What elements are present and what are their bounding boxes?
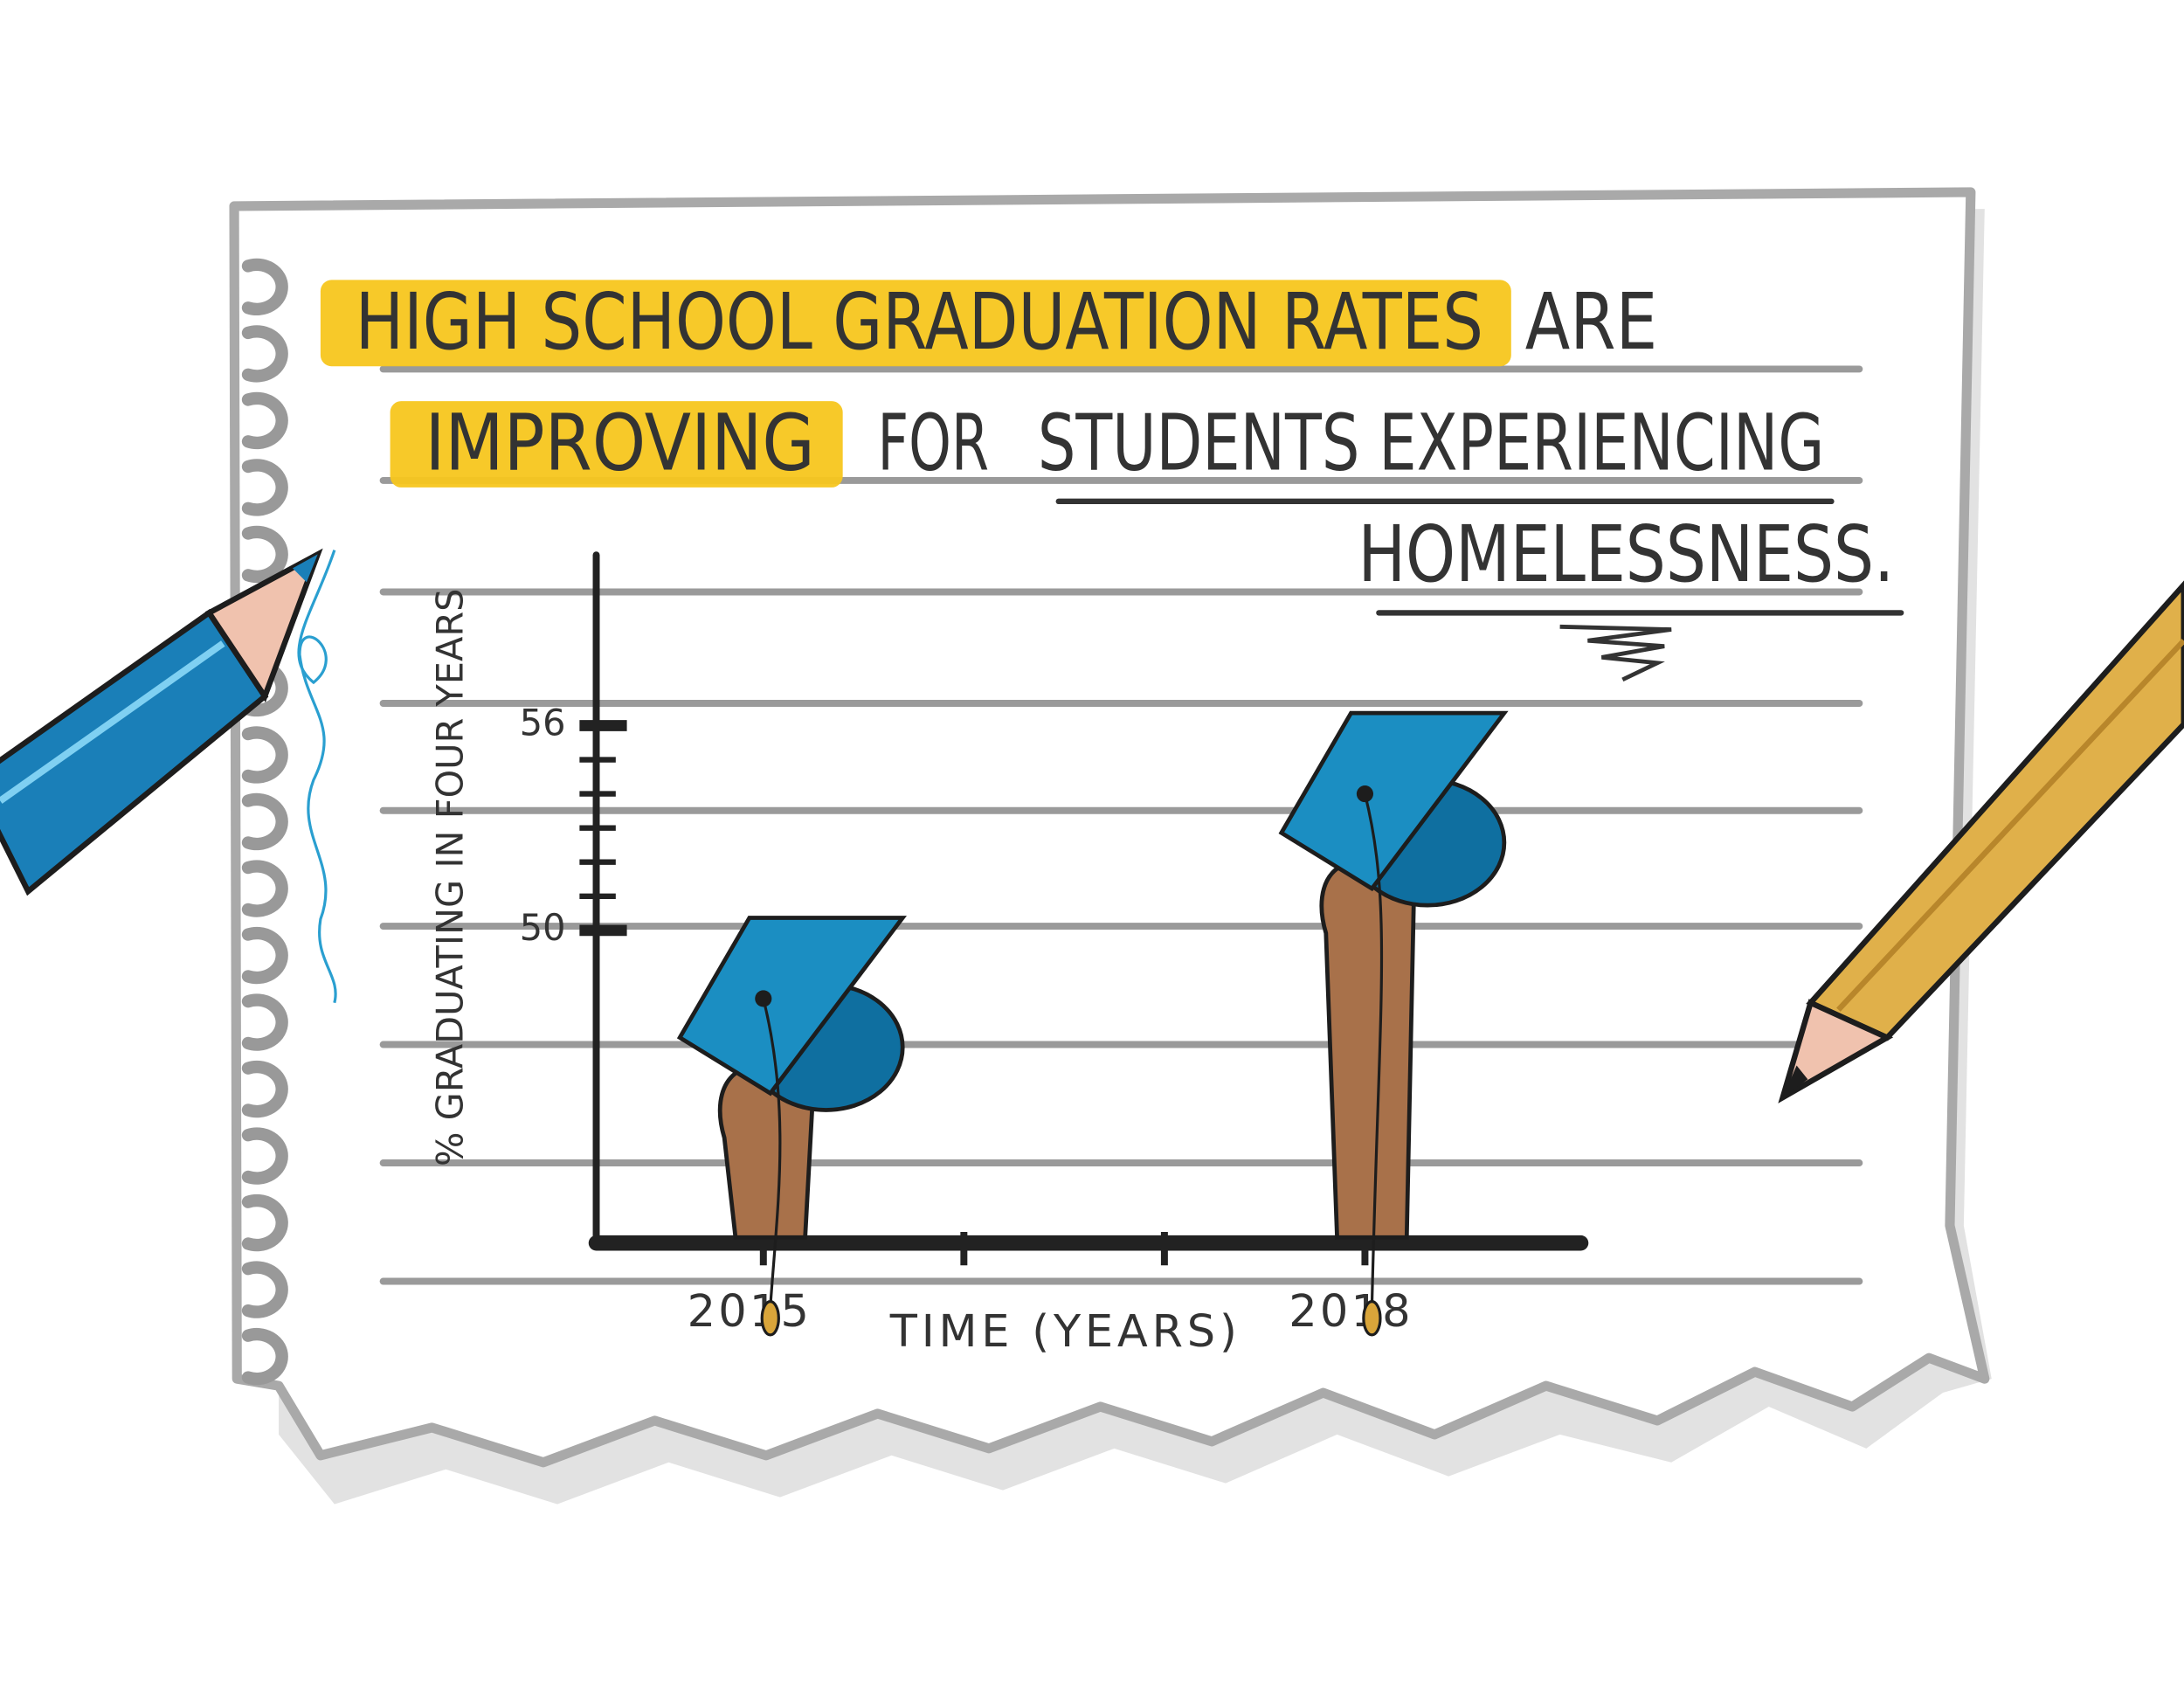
ring-holes [241, 258, 288, 1386]
squiggle [1559, 624, 1672, 682]
ring-hole [241, 726, 288, 784]
blue-pencil [0, 548, 323, 896]
title-text: HIGH SCHOOL GRADUATION RATES [356, 277, 1483, 368]
ring-hole [241, 1261, 288, 1318]
plot-area: 50 56 2015 2018 [520, 551, 1589, 1338]
cap [676, 916, 908, 1337]
y-tick-label: 50 [520, 907, 566, 949]
y-axis-label: % GRADUATING IN FOUR YEARS [429, 589, 471, 1166]
ring-hole [241, 525, 288, 584]
ruled-lines [379, 365, 1863, 1285]
title-text: STUDENTS EXPERIENCING [1038, 398, 1825, 489]
highlight [320, 280, 1511, 367]
ring-hole [241, 792, 288, 851]
paper [229, 187, 1990, 1468]
y-tick-label: 56 [520, 702, 566, 744]
ring-hole [241, 459, 288, 516]
x-tick-label: 2015 [688, 1286, 812, 1338]
x-axis-label: TIME (YEARS) [889, 1306, 1241, 1358]
ring-hole [241, 1127, 288, 1185]
scribble [297, 550, 337, 1004]
ring-hole [241, 1327, 288, 1386]
cap-button [755, 990, 772, 1007]
tassel [1362, 1300, 1382, 1337]
tassel [760, 1300, 780, 1337]
cap-board [676, 916, 908, 1097]
cap-button [1356, 785, 1373, 803]
cap-board [1278, 710, 1509, 892]
title: HIGH SCHOOL GRADUATION RATES ARE IMPROVING… [320, 277, 1904, 616]
ring-hole [241, 1193, 288, 1252]
ring-hole [241, 325, 288, 383]
ring-hole [241, 993, 288, 1051]
tassel-string [1363, 793, 1384, 1308]
ring-hole [241, 926, 288, 985]
ring-hole [241, 1060, 288, 1118]
ring-hole [241, 258, 288, 316]
title-text: FOR [878, 398, 990, 489]
ring-hole [241, 391, 288, 450]
x-tick-label: 2018 [1289, 1286, 1413, 1338]
tassel-string [762, 998, 782, 1308]
title-text: IMPROVING [425, 398, 814, 489]
title-text: ARE [1525, 277, 1657, 368]
cap [1278, 710, 1509, 1337]
title-text: HOMELESSNESS. [1358, 509, 1894, 600]
ring-hole [241, 860, 288, 917]
yellow-pencil [1778, 580, 2184, 1103]
highlight [390, 401, 843, 488]
